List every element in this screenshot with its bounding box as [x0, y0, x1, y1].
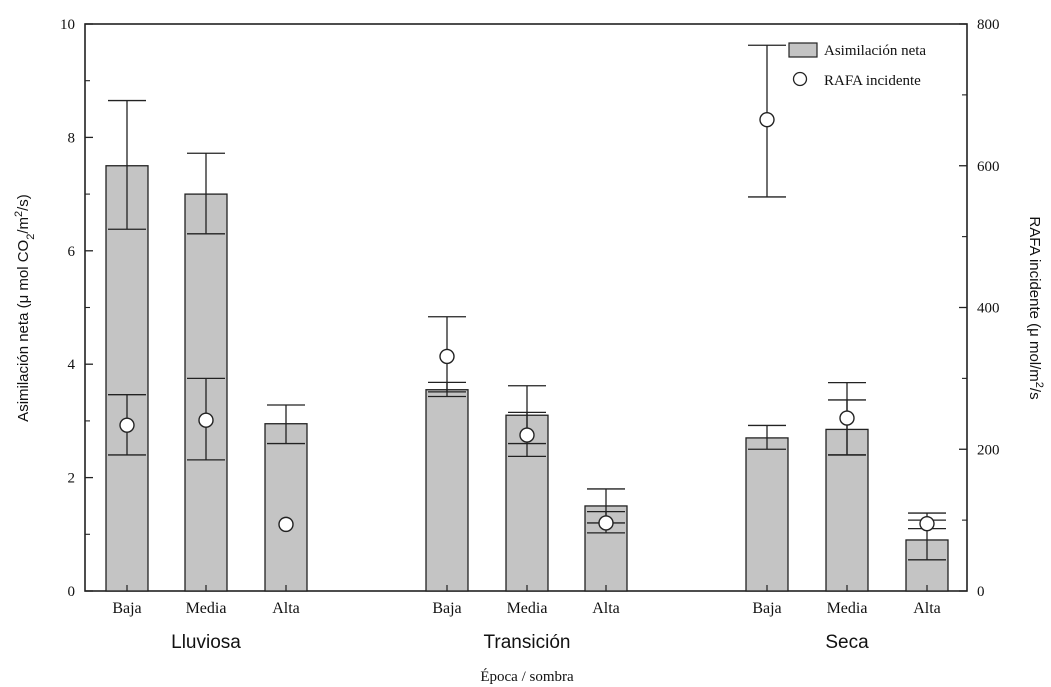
x-axis-labels: Baja Media Alta Baja Media Alta Baja Media Alta — [112, 585, 941, 617]
ylabel-left-end: /s) — [15, 194, 32, 211]
x-axis-title: Época / sombra — [480, 668, 574, 685]
left-axis: 0 2 4 6 8 10 — [60, 17, 93, 600]
bar-2 — [264, 423, 308, 592]
point-7 — [839, 410, 855, 426]
ytick-left-label: 6 — [68, 244, 76, 260]
bar-6 — [745, 437, 789, 592]
ytick-left-label: 8 — [68, 130, 76, 146]
xtick-label-4: Media — [507, 600, 548, 617]
y-axis-title-left: Asimilación neta (μ mol CO2/m2/s) — [13, 194, 37, 422]
points-layer — [119, 111, 935, 533]
bar-error-6 — [748, 424, 786, 450]
legend-bar-swatch — [788, 42, 818, 58]
group-label-0: Lluviosa — [171, 632, 241, 653]
xtick-label-3: Baja — [432, 600, 461, 617]
ytick-right-label: 400 — [977, 301, 1000, 317]
xtick-label-1: Media — [186, 600, 227, 617]
y-axis-title-right: RAFA incidente (μ mol/m2/s — [1026, 216, 1045, 399]
xtick-label-2: Alta — [272, 600, 300, 617]
group-labels: Lluviosa Transición Seca — [171, 632, 869, 653]
ylabel-right-sup: 2 — [1033, 382, 1045, 388]
ytick-left-label: 10 — [60, 17, 75, 33]
group-label-1: Transición — [484, 632, 571, 653]
ylabel-left-sub: 2 — [25, 234, 37, 240]
ytick-right-label: 200 — [977, 442, 1000, 458]
right-axis: 0 200 400 600 800 — [959, 17, 1000, 600]
xtick-label-6: Baja — [752, 600, 781, 617]
point-4 — [519, 427, 535, 443]
legend-point-label: RAFA incidente — [824, 73, 921, 89]
point-1 — [198, 412, 214, 428]
legend: Asimilación neta RAFA incidente — [788, 42, 926, 89]
ytick-right-label: 800 — [977, 17, 1000, 33]
point-2 — [278, 516, 294, 533]
xtick-label-5: Alta — [592, 600, 620, 617]
bar-error-1 — [187, 152, 225, 235]
ylabel-left-mid: /m — [15, 217, 32, 234]
bar-error-2 — [267, 404, 305, 445]
legend-point-swatch — [792, 71, 808, 87]
xtick-label-8: Alta — [913, 600, 941, 617]
point-8 — [919, 515, 935, 532]
group-label-2: Seca — [825, 632, 869, 653]
ylabel-left-sup: 2 — [13, 211, 25, 217]
point-0 — [119, 417, 135, 433]
xtick-label-0: Baja — [112, 600, 141, 617]
legend-bar-label: Asimilación neta — [824, 43, 926, 59]
point-5 — [598, 515, 614, 531]
point-3 — [439, 348, 455, 365]
ylabel-right-main: RAFA incidente (μ mol/m — [1026, 216, 1043, 381]
error-bars-layer — [108, 44, 946, 561]
ylabel-left-main: Asimilación neta (μ mol CO — [15, 240, 32, 422]
ytick-left-label: 4 — [68, 357, 76, 373]
xtick-label-7: Media — [827, 600, 868, 617]
ytick-right-label: 600 — [977, 159, 1000, 175]
ytick-right-label: 0 — [977, 584, 985, 600]
point-6 — [759, 111, 775, 128]
ylabel-right-end: /s — [1026, 388, 1043, 400]
bar-error-0 — [108, 99, 146, 230]
ytick-left-label: 0 — [68, 584, 76, 600]
ytick-left-label: 2 — [68, 471, 76, 487]
bar-3 — [425, 389, 469, 592]
bars-layer — [105, 165, 949, 592]
